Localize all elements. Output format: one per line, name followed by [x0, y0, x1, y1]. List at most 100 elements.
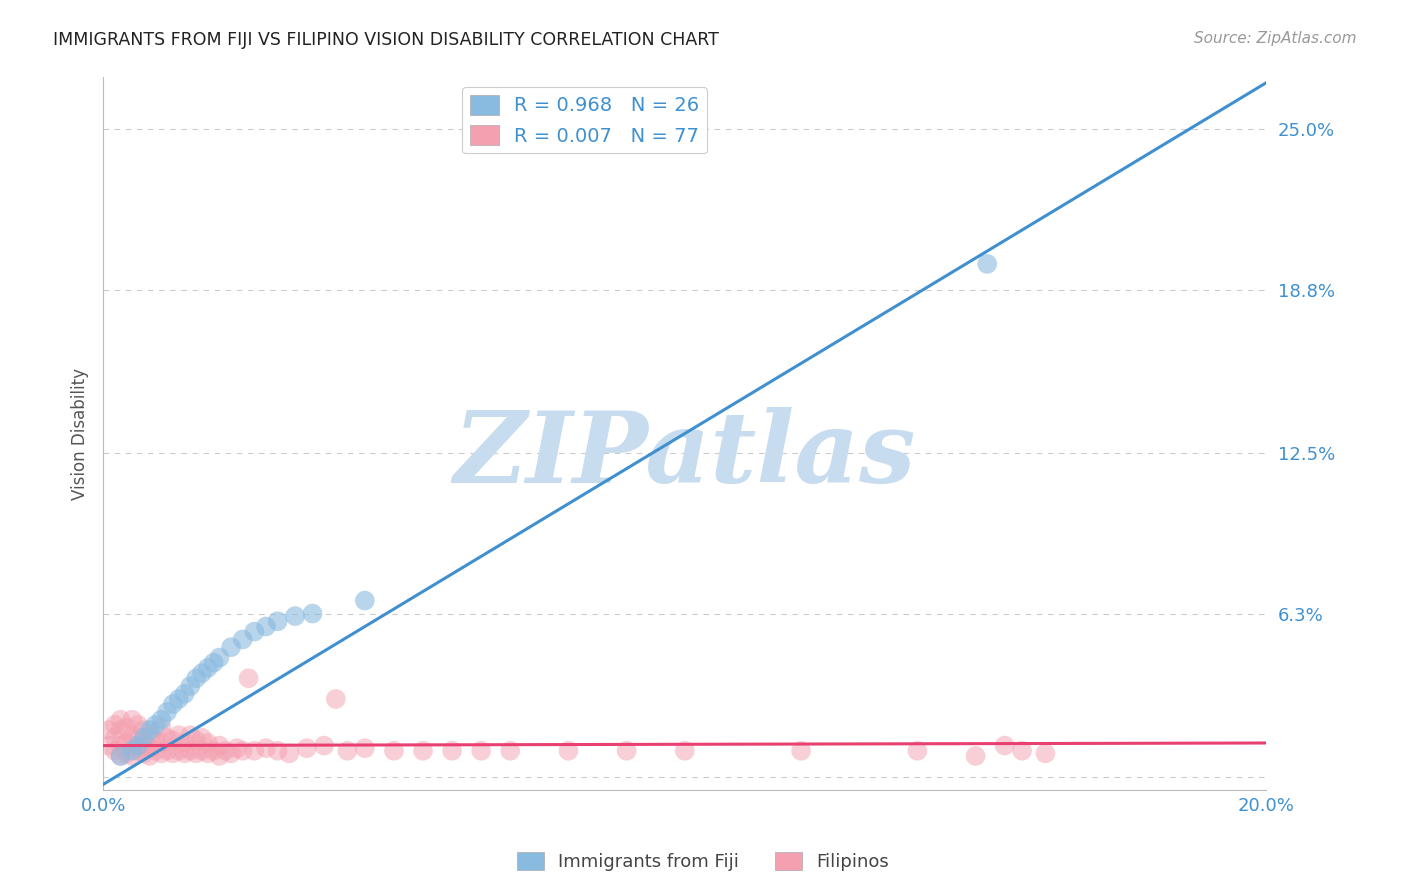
Point: [907, 744, 929, 758]
Point: [965, 748, 987, 763]
Point: [616, 744, 638, 758]
Point: [121, 713, 143, 727]
Point: [110, 713, 132, 727]
Point: [225, 741, 247, 756]
Point: [138, 728, 160, 742]
Point: [254, 741, 277, 756]
Point: [162, 747, 184, 761]
Point: [110, 748, 132, 763]
Point: [441, 744, 464, 758]
Point: [132, 739, 155, 753]
Point: [191, 666, 214, 681]
Point: [150, 713, 173, 727]
Point: [150, 721, 173, 735]
Legend: Immigrants from Fiji, Filipinos: Immigrants from Fiji, Filipinos: [509, 845, 897, 879]
Point: [132, 723, 155, 737]
Point: [138, 723, 160, 737]
Point: [191, 731, 214, 745]
Point: [382, 744, 405, 758]
Point: [138, 741, 160, 756]
Point: [208, 748, 231, 763]
Point: [127, 739, 149, 753]
Point: [121, 748, 143, 763]
Point: [208, 739, 231, 753]
Point: [266, 744, 288, 758]
Point: [173, 687, 195, 701]
Point: [167, 728, 190, 742]
Point: [238, 671, 260, 685]
Point: [173, 736, 195, 750]
Point: [266, 615, 288, 629]
Point: [145, 733, 167, 747]
Point: [214, 744, 236, 758]
Point: [301, 607, 323, 621]
Point: [499, 744, 522, 758]
Point: [127, 744, 149, 758]
Text: IMMIGRANTS FROM FIJI VS FILIPINO VISION DISABILITY CORRELATION CHART: IMMIGRANTS FROM FIJI VS FILIPINO VISION …: [53, 31, 720, 49]
Point: [167, 692, 190, 706]
Point: [179, 744, 201, 758]
Point: [673, 744, 696, 758]
Point: [127, 731, 149, 745]
Point: [284, 609, 307, 624]
Point: [121, 744, 143, 758]
Point: [110, 723, 132, 737]
Text: ZIPatlas: ZIPatlas: [454, 407, 915, 503]
Point: [197, 736, 219, 750]
Point: [1011, 744, 1033, 758]
Point: [197, 661, 219, 675]
Point: [156, 731, 179, 745]
Point: [202, 656, 225, 670]
Point: [325, 692, 347, 706]
Y-axis label: Vision Disability: Vision Disability: [72, 368, 89, 500]
Point: [121, 728, 143, 742]
Point: [150, 747, 173, 761]
Point: [110, 739, 132, 753]
Point: [278, 747, 301, 761]
Point: [179, 679, 201, 693]
Point: [186, 733, 208, 747]
Point: [115, 721, 138, 735]
Point: [104, 744, 127, 758]
Point: [219, 747, 242, 761]
Point: [104, 731, 127, 745]
Point: [976, 257, 998, 271]
Point: [138, 748, 160, 763]
Point: [354, 741, 377, 756]
Point: [127, 718, 149, 732]
Point: [162, 733, 184, 747]
Point: [110, 748, 132, 763]
Point: [208, 650, 231, 665]
Point: [132, 731, 155, 745]
Point: [150, 736, 173, 750]
Text: Source: ZipAtlas.com: Source: ZipAtlas.com: [1194, 31, 1357, 46]
Point: [173, 747, 195, 761]
Point: [179, 728, 201, 742]
Point: [219, 640, 242, 655]
Point: [790, 744, 813, 758]
Point: [162, 697, 184, 711]
Point: [202, 744, 225, 758]
Point: [186, 747, 208, 761]
Legend: R = 0.968   N = 26, R = 0.007   N = 77: R = 0.968 N = 26, R = 0.007 N = 77: [461, 87, 707, 153]
Point: [121, 739, 143, 753]
Point: [145, 718, 167, 732]
Point: [314, 739, 336, 753]
Point: [197, 747, 219, 761]
Point: [97, 723, 120, 737]
Point: [295, 741, 318, 756]
Point: [115, 736, 138, 750]
Point: [132, 747, 155, 761]
Point: [336, 744, 359, 758]
Point: [191, 744, 214, 758]
Point: [104, 718, 127, 732]
Point: [145, 744, 167, 758]
Point: [994, 739, 1017, 753]
Point: [412, 744, 434, 758]
Point: [557, 744, 579, 758]
Point: [243, 744, 266, 758]
Point: [156, 744, 179, 758]
Point: [156, 705, 179, 719]
Point: [115, 747, 138, 761]
Point: [1035, 747, 1057, 761]
